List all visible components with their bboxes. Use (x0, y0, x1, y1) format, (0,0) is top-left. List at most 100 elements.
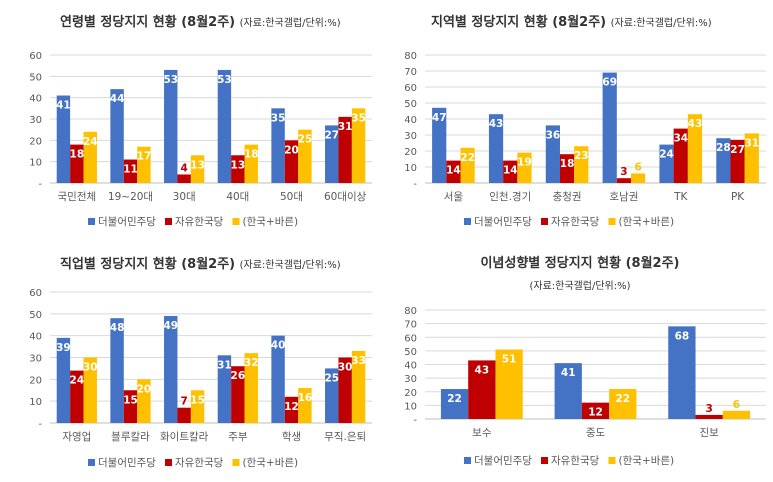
bar (217, 355, 232, 423)
bar (271, 335, 285, 423)
bar (83, 357, 97, 423)
data-label: 30 (83, 362, 98, 374)
legend-label: 자유한국당 (175, 457, 224, 469)
chart-subtitle: (자료:한국갤럽/단위:%) (611, 16, 712, 29)
chart-subtitle: (자료:한국갤럽/단위:%) (240, 258, 341, 271)
bar (695, 414, 723, 419)
legend-swatch (165, 459, 172, 466)
y-tick-label: 60 (29, 288, 42, 299)
y-tick-label: 20 (29, 375, 42, 386)
data-label: 22 (447, 393, 462, 405)
legend-label: 더불어민주당 (474, 216, 532, 228)
bar (338, 357, 352, 423)
bar (716, 138, 731, 183)
x-tick-label: PK (731, 191, 745, 203)
bar (244, 144, 258, 183)
bar-chart-2: 지역별 정당지지 현황 (8월2주) (자료:한국갤럽/단위:%) 10 20 30 4… (404, 14, 766, 228)
data-label: 35 (351, 112, 366, 124)
data-label: 34 (673, 133, 688, 145)
legend-label: (한국+바른) (243, 216, 299, 228)
y-tick-label: 50 (404, 99, 417, 110)
bar (559, 154, 575, 183)
y-tick-label: 50 (29, 310, 42, 321)
bar (440, 389, 469, 419)
y-tick-label: 40 (29, 94, 42, 105)
bar (190, 390, 205, 423)
legend-label: (한국+바른) (619, 216, 675, 228)
data-label: 68 (675, 330, 690, 342)
data-label: 43 (475, 364, 490, 376)
y-tick-label: 60 (404, 83, 417, 94)
bar (554, 363, 582, 419)
data-label: 39 (56, 342, 71, 354)
x-tick-label: 국민전체 (58, 191, 97, 203)
y-tick-label: 20 (29, 136, 42, 147)
y-tick-label: 60 (29, 51, 42, 62)
legend-label: 더불어민주당 (98, 216, 156, 228)
data-label: 13 (190, 159, 205, 171)
bar (446, 160, 461, 183)
x-tick-label: 40대 (226, 191, 249, 203)
y-tick-label: 50 (404, 347, 417, 358)
bar (325, 368, 339, 423)
legend-label: 자유한국당 (175, 216, 224, 228)
bar (298, 388, 312, 423)
data-label: 22 (615, 393, 630, 405)
data-label: 26 (231, 370, 246, 382)
data-label: 31 (338, 121, 353, 133)
chart-title: 연령별 정당지지 현황 (8월2주) (자료:한국갤럽/단위:%) (60, 14, 341, 30)
data-label: 6 (733, 399, 740, 411)
bar (244, 353, 258, 423)
y-tick-label: 80 (404, 51, 417, 62)
legend-label: 더불어민주당 (474, 455, 532, 467)
y-tick-label: - (413, 179, 417, 190)
x-tick-label: 학생 (282, 431, 301, 443)
x-tick-label: 중도 (586, 427, 606, 439)
x-tick-label: 19~20대 (108, 191, 153, 203)
data-label: 20 (137, 383, 152, 395)
data-label: 11 (123, 164, 138, 176)
data-label: 24 (83, 136, 98, 148)
y-tick-label: 30 (29, 354, 42, 365)
data-label: 24 (70, 375, 85, 387)
bar (56, 337, 71, 423)
data-label: 14 (446, 165, 461, 177)
chart-title: 지역별 정당지지 현황 (8월2주) (자료:한국갤럽/단위:%) (431, 14, 712, 30)
legend-swatch (464, 218, 471, 225)
bar-chart-3: 직업별 정당지지 현황 (8월2주) (자료:한국갤럽/단위:%) 10 20 30 4… (29, 256, 372, 469)
y-tick-label: - (38, 419, 42, 430)
bar (351, 350, 366, 423)
bar (468, 360, 496, 419)
legend-swatch (232, 459, 240, 466)
x-tick-label: TK (673, 191, 688, 203)
y-tick-label: - (413, 415, 417, 426)
y-tick-label: 70 (404, 320, 417, 331)
bar (137, 379, 151, 423)
bar (616, 178, 632, 183)
data-label: 27 (324, 129, 339, 141)
data-label: 19 (517, 157, 532, 169)
y-tick-label: 20 (404, 147, 417, 158)
y-tick-label: 10 (404, 401, 417, 412)
x-tick-label: 서울 (444, 191, 464, 203)
data-label: 13 (231, 159, 246, 171)
bar (517, 152, 532, 183)
bar (284, 396, 299, 423)
bar (495, 349, 523, 419)
data-label: 69 (602, 77, 617, 89)
x-tick-label: 50대 (280, 191, 303, 203)
bar (217, 69, 232, 183)
bar (722, 410, 751, 419)
legend-swatch (541, 218, 548, 225)
x-tick-label: 무직.은퇴 (324, 431, 366, 443)
bar (284, 140, 299, 183)
legend-swatch (608, 218, 616, 225)
data-label: 18 (244, 149, 259, 161)
legend-label: (한국+바른) (243, 457, 299, 469)
bar (70, 370, 84, 423)
y-tick-label: 40 (404, 361, 417, 372)
bar (631, 173, 646, 183)
y-tick-label: 20 (404, 388, 417, 399)
bar (83, 131, 97, 183)
legend-swatch (88, 459, 95, 466)
